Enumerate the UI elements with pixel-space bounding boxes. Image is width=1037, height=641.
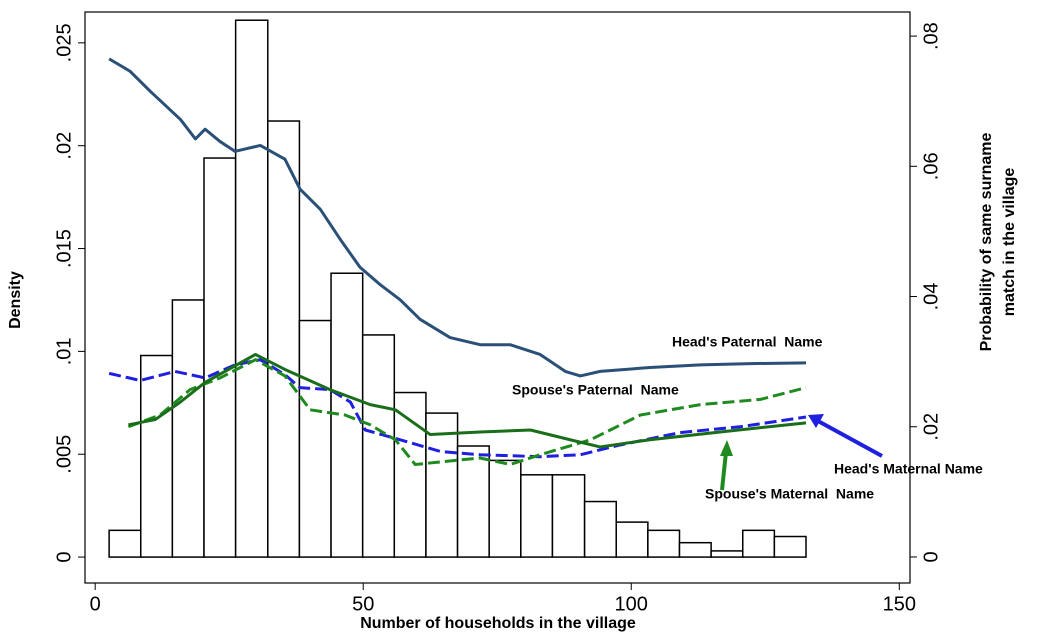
histogram-bar <box>361 334 396 558</box>
line-series <box>128 352 807 449</box>
histogram-bar <box>456 445 490 558</box>
arrow <box>720 451 728 491</box>
series-label: Head's Paternal Name <box>672 334 823 350</box>
histogram-bar <box>773 535 807 558</box>
histogram-bar <box>203 157 237 558</box>
histogram-bar <box>551 474 586 558</box>
histogram-bar <box>647 529 681 558</box>
y-tick-label: .02 <box>53 132 75 160</box>
arrow-head <box>808 414 824 428</box>
y2-tick-label: .08 <box>920 22 942 50</box>
y-tick-label: .025 <box>53 23 75 62</box>
line-series <box>108 57 807 378</box>
histogram-bar <box>140 354 174 558</box>
series-label: Spouse's Maternal Name <box>705 486 874 502</box>
y2-tick-label: .02 <box>920 413 942 441</box>
y-tick-label: .015 <box>53 229 75 268</box>
line-series <box>127 358 807 467</box>
x-tick-label: 50 <box>352 593 374 615</box>
y2-tick-label: .06 <box>920 152 942 180</box>
histogram-bar <box>583 500 617 558</box>
histogram-bar <box>108 529 142 558</box>
series-label: Head's Maternal Name <box>834 461 983 477</box>
y2-axis-label: match in the village <box>1001 168 1018 317</box>
histogram-bar <box>171 299 205 558</box>
histogram-bar <box>678 541 712 558</box>
line-series <box>108 358 807 459</box>
y2-axis-label: Probability of same surname <box>978 133 995 352</box>
histogram-bar <box>520 474 554 558</box>
histogram-bar <box>615 521 649 558</box>
arrows <box>720 414 883 491</box>
plot-frame <box>84 11 911 584</box>
x-tick-label: 100 <box>615 593 648 615</box>
y-axis-label: Density <box>7 271 24 329</box>
y-tick-label: 0 <box>53 552 75 563</box>
y2-tick-label: 0 <box>920 551 942 562</box>
x-axis-label: Number of households in the village <box>360 615 636 632</box>
histogram-bar <box>393 391 427 558</box>
y-tick-label: .005 <box>53 435 75 474</box>
histogram-bar <box>710 550 744 558</box>
histogram-bar <box>741 529 776 558</box>
histogram-bar <box>234 19 269 558</box>
x-tick-label: 0 <box>90 593 101 615</box>
arrow <box>817 419 883 458</box>
x-tick-label: 150 <box>883 593 916 615</box>
histogram-bar <box>425 412 459 558</box>
y2-tick-label: .04 <box>920 283 942 311</box>
histogram-bar <box>488 459 522 558</box>
y-tick-label: .01 <box>53 337 75 365</box>
arrow-head <box>720 440 733 456</box>
histogram-bar <box>267 120 301 558</box>
series-label: Spouse's Paternal Name <box>512 382 679 398</box>
histogram-bar <box>298 319 332 558</box>
